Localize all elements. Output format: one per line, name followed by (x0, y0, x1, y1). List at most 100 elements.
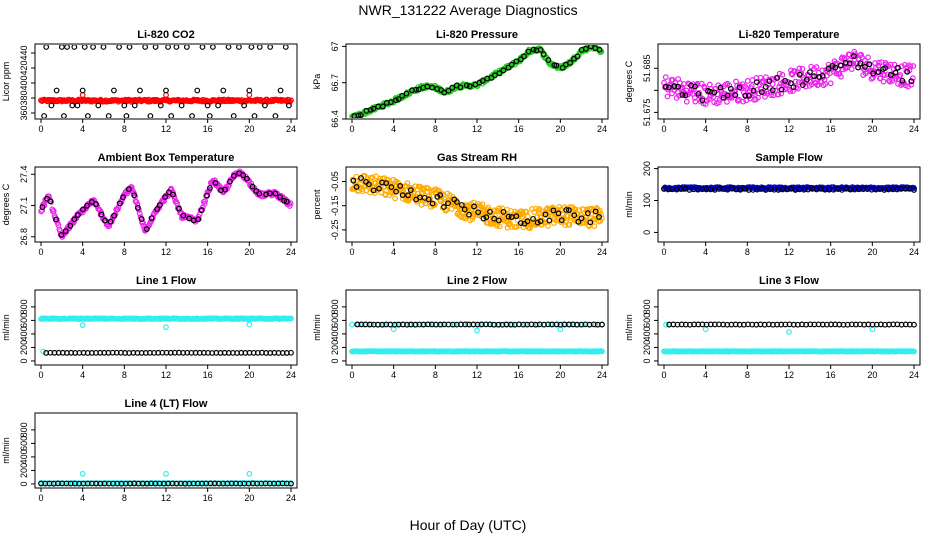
x-tick-label: 0 (349, 124, 354, 134)
data-point (163, 87, 169, 94)
x-tick-label: 16 (203, 124, 213, 134)
data-point (753, 79, 760, 86)
x-tick-label: 12 (472, 124, 482, 134)
data-point (746, 93, 752, 99)
data-point (388, 99, 394, 106)
data-point (180, 212, 187, 219)
data-point (760, 78, 767, 85)
x-tick-label: 4 (703, 124, 708, 134)
data-point (170, 191, 176, 198)
data-point (195, 216, 202, 223)
x-tick-label: 4 (80, 370, 85, 380)
y-tick-label: 360 (19, 105, 29, 120)
y-axis-label: ml/min (624, 314, 634, 341)
x-tick-label: 16 (514, 370, 524, 380)
panel-title: Gas Stream RH (437, 152, 517, 164)
x-tick-label: 0 (38, 493, 43, 503)
data-point (676, 92, 683, 99)
data-point (156, 202, 163, 208)
x-tick-label: 16 (514, 247, 524, 257)
x-tick-label: 16 (203, 493, 213, 503)
y-tick-label: 0 (642, 358, 652, 363)
x-tick-label: 4 (391, 370, 396, 380)
data-point (246, 470, 253, 477)
data-point (350, 177, 357, 184)
x-tick-label: 0 (661, 124, 666, 134)
data-point (869, 326, 876, 333)
data-point (84, 202, 90, 209)
data-point (403, 90, 410, 97)
data-point (379, 103, 386, 110)
panel-title: Li-820 Pressure (436, 29, 518, 41)
data-point (682, 92, 689, 99)
data-point (281, 197, 288, 204)
data-point (716, 99, 722, 106)
data-point (48, 102, 55, 109)
data-point (102, 217, 108, 224)
data-point (475, 209, 482, 216)
data-point (513, 213, 520, 220)
data-point (61, 113, 67, 118)
y-tick-label: 0 (642, 230, 652, 235)
x-tick-label: 12 (784, 124, 794, 134)
data-point (744, 78, 751, 84)
data-point (249, 183, 256, 190)
data-point (43, 45, 50, 50)
y-tick-label: 400 (330, 326, 340, 341)
data-point (53, 87, 60, 94)
data-point (778, 86, 785, 93)
data-point (546, 217, 553, 224)
y-tick-label: 51.685 (642, 54, 652, 82)
data-point (168, 113, 175, 118)
data-point (282, 45, 289, 50)
data-point (671, 83, 678, 89)
data-point (736, 84, 743, 91)
data-point (822, 81, 829, 87)
panel-6: Sample Flow ml/min 0 4 8 12 16 20 24 0 100 200 (624, 152, 921, 257)
y-tick-label: 200 (642, 340, 652, 355)
data-point (496, 70, 503, 77)
y-tick-label: 800 (330, 299, 340, 314)
data-point (534, 219, 541, 226)
marks (38, 168, 294, 240)
data-point (248, 45, 255, 50)
marks (38, 470, 294, 487)
x-tick-label: 12 (161, 124, 171, 134)
data-point (58, 232, 65, 238)
data-point (466, 211, 472, 218)
y-tick-label: 600 (19, 313, 29, 328)
data-point (256, 45, 263, 50)
data-point (425, 196, 432, 203)
panel-7: Line 1 Flow ml/min 0 4 8 12 16 20 24 0 20040060080… (1, 275, 298, 380)
data-point (717, 84, 724, 91)
data-point (695, 90, 702, 97)
data-point (142, 45, 149, 50)
data-point (541, 219, 547, 226)
y-axis-label: ml/min (624, 191, 634, 218)
data-point (699, 97, 706, 104)
x-tick-label: 4 (391, 124, 396, 134)
data-point (908, 78, 915, 85)
data-point (111, 87, 117, 94)
data-point (445, 87, 452, 94)
data-point (567, 217, 574, 224)
data-point (403, 183, 410, 190)
data-point (390, 326, 397, 333)
data-point (462, 215, 469, 222)
data-point (199, 45, 206, 50)
data-point (479, 77, 486, 84)
data-point (540, 51, 547, 58)
data-point (517, 220, 524, 226)
data-point (881, 72, 888, 79)
data-point (848, 66, 855, 72)
data-point (288, 315, 294, 322)
data-point (887, 72, 894, 78)
panel-title: Line 2 Flow (447, 275, 507, 287)
y-axis-label: ml/min (1, 314, 11, 341)
x-tick-label: 20 (244, 370, 254, 380)
x-tick-label: 8 (122, 247, 127, 257)
y-tick-label: 420 (19, 60, 29, 75)
plot-frame (657, 166, 921, 243)
data-point (787, 80, 794, 87)
data-point (696, 89, 703, 96)
